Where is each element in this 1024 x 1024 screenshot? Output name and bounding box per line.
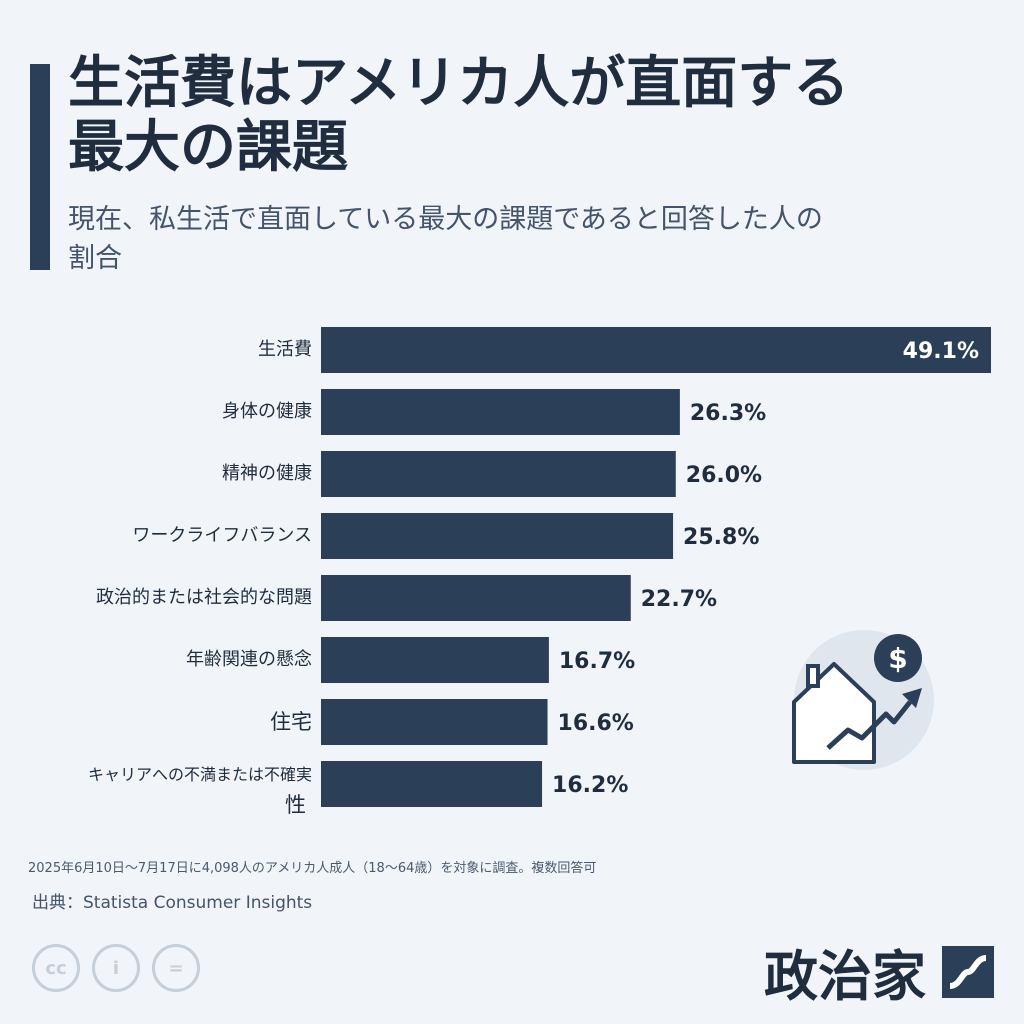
cc-icon[interactable]: cc	[32, 944, 80, 992]
value-label: 26.3%	[690, 401, 766, 426]
footnote: 2025年6月10日～7月17日に4,098人のアメリカ人成人（18～64歳）を…	[28, 861, 597, 876]
attribution-icon[interactable]: i	[92, 944, 140, 992]
bar	[321, 451, 676, 497]
category-label: 精神の健康	[222, 463, 312, 484]
category-label: ワークライフバランス	[132, 525, 312, 546]
category-label: 政治的または社会的な問題	[96, 587, 312, 608]
category-label: キャリアへの不満または不確実性	[87, 765, 312, 817]
svg-text:$: $	[888, 642, 907, 675]
bar-chart: 49.1% 26.3% 26.0% 25.8% 22.7% 16.7% 16.6% 16.2%	[321, 327, 991, 807]
brand: 政治家	[764, 932, 994, 1011]
source-note: 出典：Statista Consumer Insights	[32, 893, 313, 913]
bar	[321, 327, 991, 373]
value-label: 16.2%	[552, 773, 628, 798]
bar	[321, 761, 543, 807]
chart-subtitle: 現在、私生活で直面している最大の課題であると回答した人の 割合	[68, 204, 823, 274]
page-title: 生活費はアメリカ人が直面する 最大の課題	[68, 51, 850, 180]
accent-bar	[30, 64, 50, 270]
category-label: 住宅	[270, 710, 312, 734]
value-label: 49.1%	[903, 339, 979, 364]
brand-logo-icon	[942, 945, 994, 998]
bar	[321, 699, 548, 745]
no-derivatives-icon[interactable]: =	[152, 944, 200, 992]
value-label: 22.7%	[641, 587, 717, 612]
dollar-icon: $	[874, 634, 922, 682]
value-label: 26.0%	[686, 463, 762, 488]
house-growth-icon: $	[792, 630, 934, 770]
category-label: 生活費	[258, 339, 312, 360]
bar	[321, 575, 631, 621]
category-label: 年齢関連の懸念	[186, 649, 312, 670]
value-label: 16.7%	[559, 649, 635, 674]
bar	[321, 513, 674, 559]
license-icons: cc i =	[32, 944, 200, 992]
bar	[321, 637, 549, 683]
value-label: 25.8%	[683, 525, 759, 550]
brand-name: 政治家	[764, 944, 926, 1008]
bar	[321, 389, 680, 435]
category-label: 身体の健康	[222, 401, 312, 422]
value-label: 16.6%	[558, 711, 634, 736]
